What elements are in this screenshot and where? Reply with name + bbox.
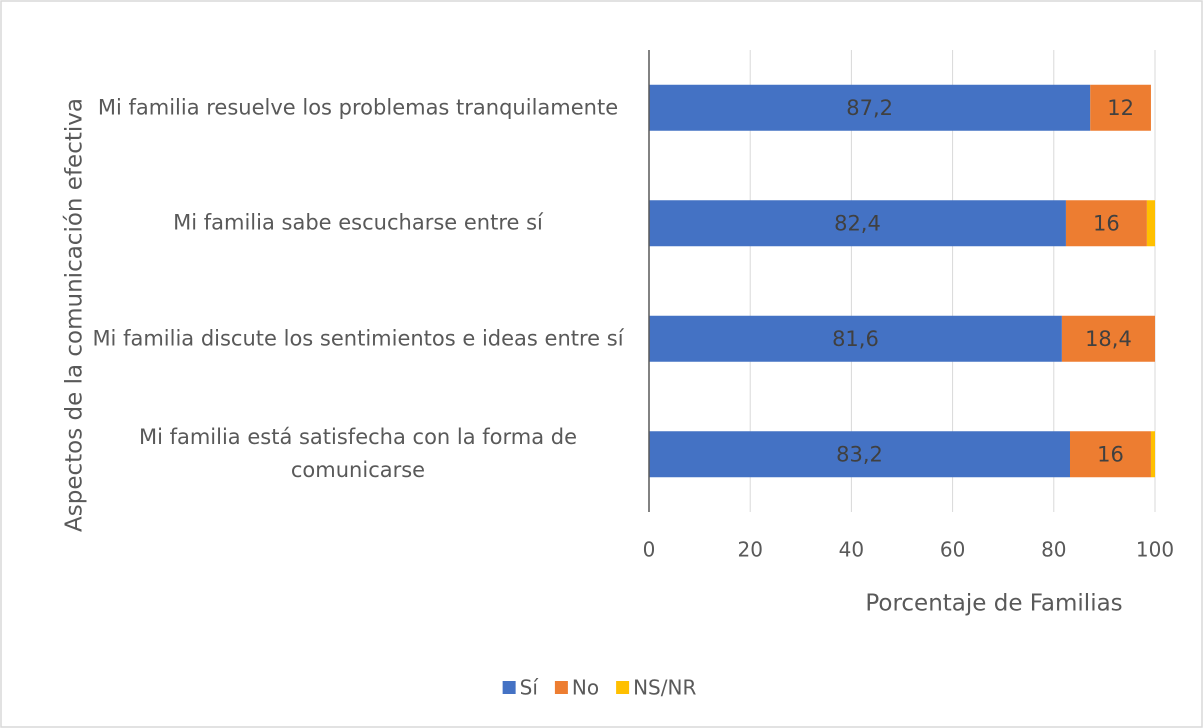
legend-label: Sí	[520, 676, 540, 700]
y-tick-label: Mi familia está satisfecha con la forma …	[138, 425, 578, 483]
y-tick-label: Mi familia sabe escucharse entre sí	[173, 210, 543, 235]
x-tick-label: 20	[737, 538, 762, 562]
bar-segment	[649, 200, 1066, 247]
data-label: 83,2	[836, 442, 883, 466]
data-label: 87,2	[846, 96, 893, 120]
legend-swatch	[554, 681, 568, 694]
bar-segment	[1069, 431, 1151, 478]
data-label: 12	[1107, 96, 1134, 120]
bar-segment	[1065, 200, 1147, 247]
bar-segment	[649, 315, 1062, 362]
bar-segment	[649, 431, 1070, 478]
data-label: 82,4	[834, 211, 881, 235]
x-axis-title: Porcentaje de Familias	[865, 591, 1122, 617]
bar-segment	[1150, 431, 1155, 478]
bar-segment	[1146, 200, 1155, 247]
data-label: 16	[1097, 442, 1124, 466]
x-tick-label: 60	[940, 538, 965, 562]
y-tick-label: Mi familia discute los sentimientos e id…	[92, 326, 624, 351]
data-label: 81,6	[832, 327, 879, 351]
legend-swatch	[616, 681, 630, 694]
legend-label: No	[572, 676, 599, 700]
data-label: 16	[1093, 211, 1120, 235]
y-axis-title: Aspectos de la comunicación efectiva	[62, 98, 88, 532]
legend-label: NS/NR	[633, 676, 696, 700]
bar-segment	[649, 84, 1091, 131]
bar-segment	[1090, 84, 1151, 131]
x-tick-label: 40	[839, 538, 864, 562]
x-tick-label: 100	[1136, 538, 1174, 562]
bar-segment	[1061, 315, 1155, 362]
data-label: 18,4	[1085, 327, 1132, 351]
x-tick-label: 0	[643, 538, 656, 562]
legend-swatch	[502, 681, 516, 694]
y-tick-label: Mi familia resuelve los problemas tranqu…	[97, 95, 619, 120]
x-tick-label: 80	[1041, 538, 1066, 562]
